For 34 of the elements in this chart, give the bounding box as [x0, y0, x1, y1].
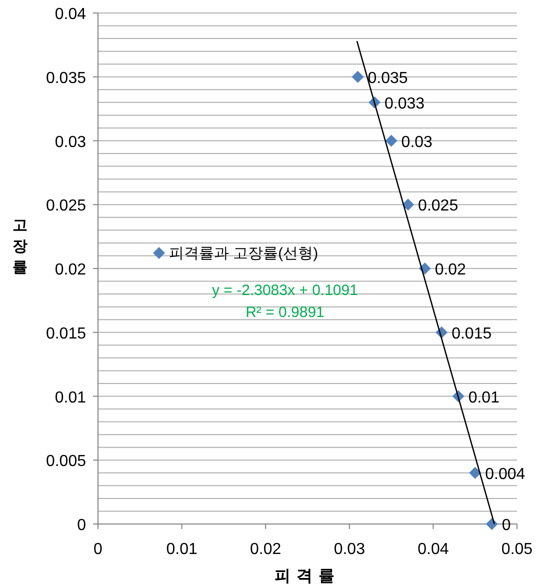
- x-tick-label: 0.05: [501, 541, 533, 558]
- x-tick-label: 0.02: [250, 541, 282, 558]
- y-axis-title: 고장률: [12, 217, 28, 276]
- y-tick-label: 0.015: [46, 325, 86, 342]
- point: [402, 198, 414, 211]
- y-tick-label: 0.03: [54, 134, 86, 151]
- y-tick-label: 0.02: [54, 262, 86, 278]
- x-tick-label: 0.01: [166, 541, 198, 558]
- data-label: 0: [502, 517, 511, 534]
- y-tick-label: 0.025: [46, 198, 86, 215]
- x-tick-label: 0.04: [418, 541, 449, 558]
- data-label: 0.015: [452, 325, 492, 342]
- data-label: 0.004: [485, 466, 526, 483]
- data-label: 0.035: [368, 70, 408, 87]
- y-tick-label: 0: [77, 517, 86, 534]
- y-tick-label: 0.005: [46, 453, 86, 470]
- data-label: 0.01: [468, 389, 500, 406]
- y-tick-label: 0.01: [54, 389, 86, 406]
- y-tick-label: 0.035: [46, 70, 86, 87]
- point: [469, 466, 482, 479]
- data-label: 0.03: [401, 134, 433, 151]
- annotation: R² = 0.9891: [246, 304, 324, 321]
- x-tick-label: 0.03: [334, 541, 366, 558]
- x-axis-title: 피격률: [274, 568, 340, 585]
- data-label: 0.02: [434, 262, 466, 278]
- legend: 피격률과 고장률(선형): [153, 245, 318, 262]
- point: [352, 70, 364, 83]
- point: [486, 518, 498, 530]
- x-tick-label: 0: [94, 541, 103, 558]
- annotation: y = -2.3083x + 0.1091: [212, 282, 358, 299]
- data-label: 0.025: [418, 198, 458, 215]
- y-tick-label: 0.04: [54, 6, 86, 23]
- data-label: 0.033: [384, 95, 425, 112]
- point: [385, 134, 398, 147]
